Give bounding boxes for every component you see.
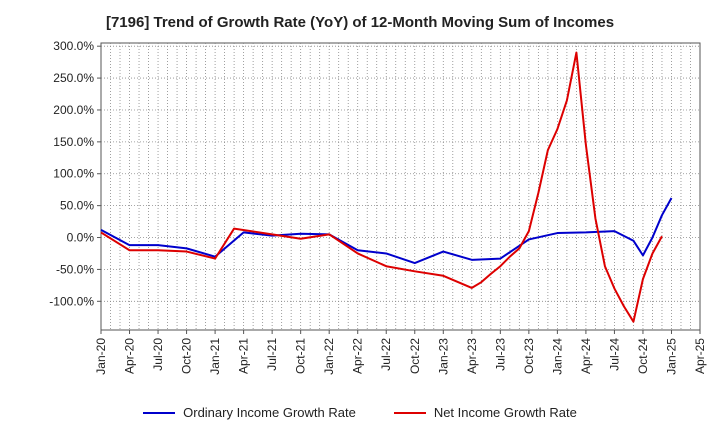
x-tick-label: Apr-25 [693,338,707,374]
x-tick-label: Jan-22 [322,338,336,375]
x-tick-label: Jan-20 [94,338,108,375]
x-tick-label: Apr-24 [579,338,593,374]
series-line-ordinary-income [100,197,673,265]
x-tick-label: Apr-23 [465,338,479,374]
legend-label-net: Net Income Growth Rate [433,405,577,420]
chart-title: [7196] Trend of Growth Rate (YoY) of 12-… [105,14,615,31]
x-tick-label: Jan-25 [664,338,678,375]
legend-item-ordinary: Ordinary Income Growth Rate [143,405,356,420]
x-tick-label: Apr-22 [351,338,365,374]
x-tick-label: Jan-23 [436,338,450,375]
x-tick-label: Jul-21 [265,338,279,371]
x-tick-label: Oct-20 [180,338,194,374]
y-tick-label: 100.0% [53,167,94,181]
y-tick-label: 200.0% [53,103,94,117]
x-tick-label: Oct-23 [522,338,536,374]
y-tick-label: 250.0% [53,71,94,85]
x-tick-label: Jan-21 [208,338,222,375]
x-tick-label: Apr-20 [123,338,137,374]
x-tick-label: Oct-21 [294,338,308,374]
x-tick-label: Jan-24 [550,338,564,375]
x-tick-label: Jul-20 [151,338,165,371]
x-tick-label: Jul-22 [379,338,393,371]
legend-label-ordinary: Ordinary Income Growth Rate [183,405,356,420]
y-tick-label: 300.0% [53,39,94,53]
y-tick-label: 50.0% [60,199,94,213]
y-tick-label: 150.0% [53,135,94,149]
legend-item-net: Net Income Growth Rate [393,405,577,420]
x-tick-label: Oct-22 [408,338,422,374]
x-tick-label: Jul-23 [493,338,507,371]
x-tick-label: Apr-21 [237,338,251,374]
legend-swatch-ordinary [143,411,176,414]
y-tick-label: -50.0% [56,262,94,276]
plot-area [100,42,701,331]
y-tick-label: 0.0% [67,231,95,245]
x-tick-label: Jul-24 [607,338,621,371]
legend: Ordinary Income Growth Rate Net Income G… [0,405,720,420]
y-tick-label: -100.0% [49,294,94,308]
x-tick-label: Oct-24 [636,338,650,374]
legend-swatch-net [393,411,426,414]
series-line-net-income [100,51,663,323]
